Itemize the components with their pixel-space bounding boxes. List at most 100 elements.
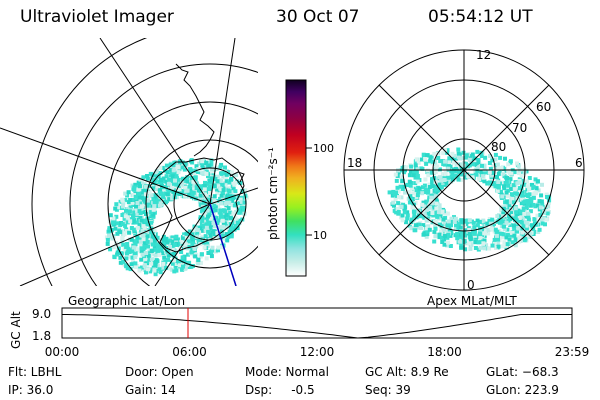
aurora-pixel [405, 210, 410, 215]
aurora-pixel [534, 191, 538, 196]
aurora-pixel [398, 202, 403, 206]
aurora-pixel [438, 214, 443, 219]
aurora-pixel [165, 192, 170, 197]
aurora-pixel [515, 215, 520, 220]
aurora-pixel [143, 189, 148, 194]
aurora-pixel [425, 190, 430, 195]
aurora-pixel [177, 191, 182, 196]
mlt-label-12: 12 [476, 48, 491, 62]
aurora-pixel [242, 200, 247, 205]
aurora-pixel [527, 192, 532, 197]
right-projection-label: Apex MLat/MLT [427, 294, 517, 308]
aurora-pixel [170, 185, 175, 190]
aurora-pixel [229, 177, 234, 181]
aurora-pixel [166, 177, 171, 182]
aurora-pixel [194, 234, 199, 239]
aurora-pixel [468, 237, 473, 242]
aurora-pixel [437, 203, 442, 208]
aurora-pixel [153, 194, 158, 199]
aurora-pixel [536, 230, 541, 234]
aurora-pixel [439, 235, 444, 240]
aurora-pixel [151, 197, 156, 202]
aurora-pixel [480, 233, 485, 237]
aurora-pixel [200, 218, 205, 223]
aurora-pixel [150, 267, 155, 272]
aurora-pixel [171, 168, 176, 173]
aurora-pixel [501, 224, 506, 229]
aurora-pixel [528, 232, 533, 237]
aurora-pixel [414, 157, 419, 162]
app-title: Ultraviolet Imager [20, 7, 174, 27]
aurora-pixel [397, 195, 401, 200]
aurora-pixel [452, 153, 457, 158]
aurora-pixel [519, 173, 524, 178]
aurora-pixel [411, 200, 415, 204]
aurora-pixel [424, 234, 429, 239]
aurora-pixel [534, 186, 539, 191]
aurora-pixel [489, 226, 494, 231]
aurora-pixel [189, 250, 194, 255]
aurora-pixel [536, 188, 541, 193]
aurora-pixel [486, 227, 491, 232]
aurora-pixel [160, 165, 165, 170]
aurora-pixel [141, 237, 146, 242]
aurora-pixel [525, 179, 530, 184]
aurora-pixel [405, 182, 410, 187]
aurora-pixel [400, 178, 405, 183]
aurora-pixel [448, 233, 453, 238]
aurora-pixel [182, 258, 187, 263]
aurora-pixel [424, 161, 429, 166]
aurora-pixel [208, 233, 213, 238]
aurora-pixel [198, 193, 203, 198]
aurora-pixel [481, 218, 486, 223]
aurora-pixel [158, 178, 163, 183]
aurora-pixel [491, 170, 496, 175]
aurora-pixel [508, 200, 513, 205]
aurora-pixel [168, 248, 173, 253]
aurora-pixel [407, 179, 412, 184]
aurora-pixel [131, 213, 136, 218]
aurora-pixel [146, 253, 151, 258]
aurora-pixel [511, 223, 516, 228]
aurora-pixel [434, 187, 439, 192]
aurora-pixel [477, 226, 482, 231]
aurora-pixel [193, 226, 198, 231]
aurora-pixel [488, 221, 493, 226]
aurora-pixel [211, 229, 216, 234]
aurora-pixel [117, 225, 122, 230]
aurora-pixel [479, 170, 484, 175]
aurora-pixel [186, 260, 191, 265]
aurora-pixel [139, 204, 144, 209]
aurora-pixel [435, 164, 440, 169]
aurora-pixel [526, 217, 531, 222]
aurora-pixel [396, 201, 401, 206]
aurora-pixel [420, 191, 425, 196]
aurora-pixel [434, 206, 439, 211]
aurora-pixel [161, 176, 166, 181]
aurora-pixel [440, 176, 445, 180]
aurora-pixel [400, 187, 405, 191]
aurora-pixel [498, 231, 502, 236]
aurora-pixel [497, 168, 502, 173]
aurora-pixel [145, 174, 149, 178]
aurora-pixel [238, 181, 243, 185]
aurora-pixel [463, 161, 468, 166]
aurora-pixel [137, 221, 142, 226]
time-tick-label: 18:00 [427, 345, 462, 359]
aurora-pixel [490, 164, 495, 168]
aurora-pixel [228, 215, 233, 220]
aurora-pixel [119, 251, 124, 256]
aurora-pixel [203, 206, 208, 211]
aurora-pixel [206, 174, 210, 179]
aurora-pixel [396, 211, 401, 216]
aurora-pixel [212, 184, 217, 189]
aurora-pixel [477, 233, 482, 238]
aurora-pixel [405, 213, 410, 218]
aurora-pixel [525, 232, 530, 237]
aurora-pixel [223, 184, 228, 189]
aurora-pixel [167, 197, 172, 202]
aurora-pixel [123, 198, 128, 203]
aurora-pixel [477, 177, 482, 182]
aurora-pixel [524, 205, 529, 209]
aurora-pixel [197, 239, 202, 244]
